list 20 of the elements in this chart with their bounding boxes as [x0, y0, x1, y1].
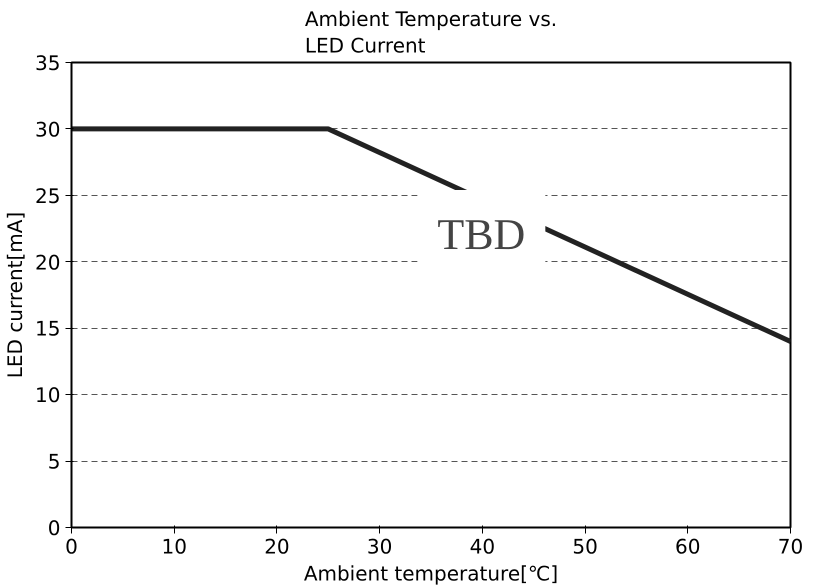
x-tick-label: 70 [778, 534, 804, 558]
y-tick-label: 15 [35, 316, 61, 341]
x-tick-label: 60 [675, 534, 701, 558]
y-tick-label: 35 [35, 51, 61, 75]
y-tick-label: 30 [35, 117, 61, 142]
y-tick-label: 5 [48, 450, 61, 474]
x-tick-label: 20 [264, 534, 290, 558]
x-tick-label: 30 [366, 534, 392, 558]
x-tick-label: 0 [65, 534, 78, 558]
y-axis-title: LED current[mA] [3, 212, 28, 378]
annotation: TBD [437, 210, 526, 260]
chart-title: Ambient Temperature vs. LED Current [304, 7, 558, 58]
y-tick-label: 10 [35, 383, 61, 408]
y-tick-label: 0 [48, 516, 61, 540]
x-tick-label: 40 [470, 534, 496, 558]
x-tick-label: 50 [572, 534, 598, 558]
x-tick-label: 10 [161, 534, 187, 558]
y-tick-label: 20 [35, 250, 61, 274]
x-axis-title: Ambient temperature[℃] [304, 562, 558, 586]
y-tick-label: 25 [35, 184, 61, 208]
